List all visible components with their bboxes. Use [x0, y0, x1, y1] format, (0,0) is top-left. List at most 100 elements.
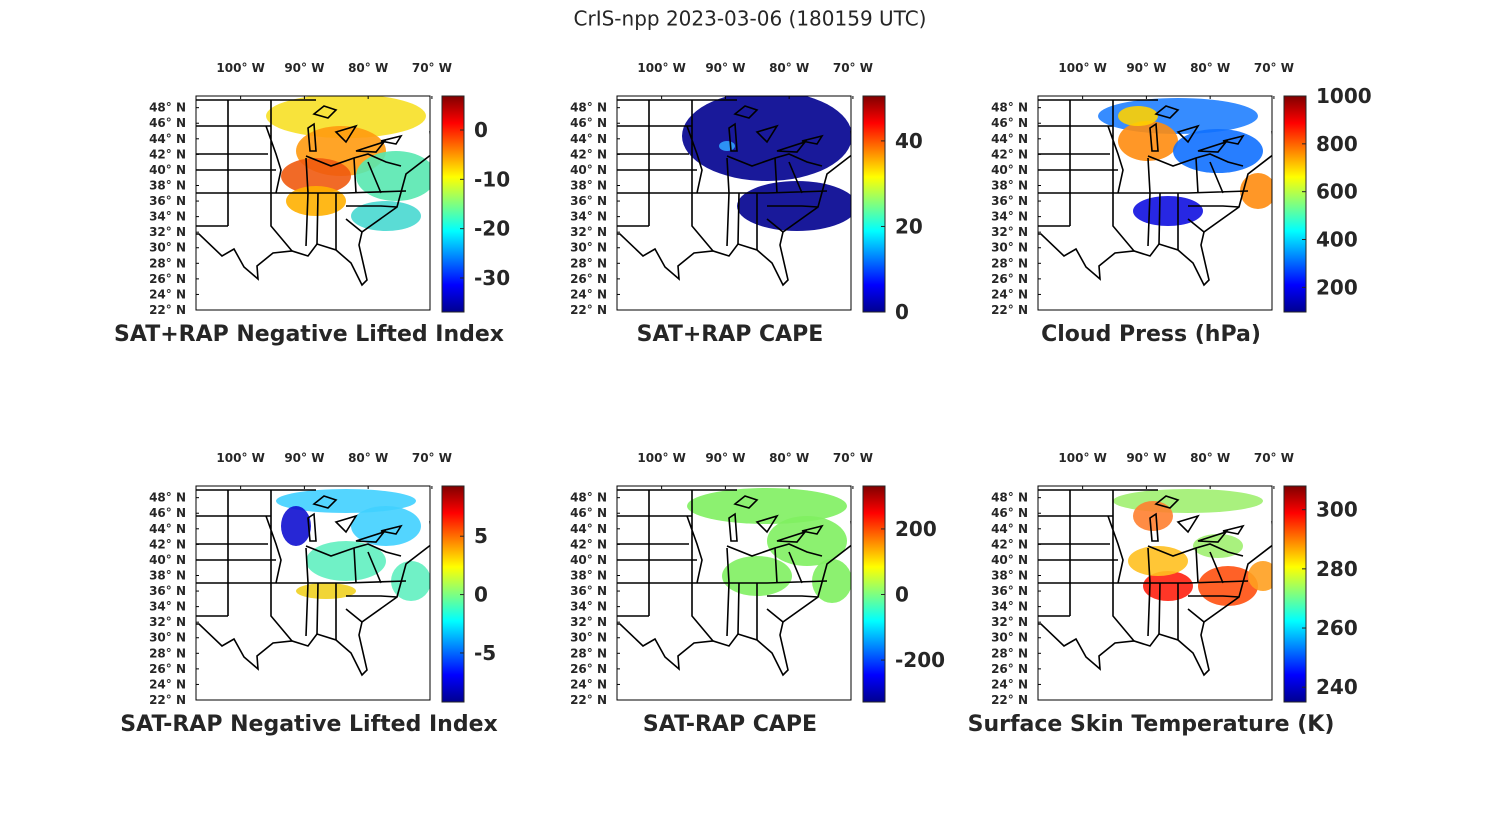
lon-tick-label: 100° W	[216, 61, 264, 75]
lon-tick-label: 100° W	[1058, 451, 1106, 465]
lat-tick-label: 26° N	[991, 272, 1028, 286]
lat-tick-label: 36° N	[991, 584, 1028, 598]
colorbar-tick-label: 0	[474, 118, 488, 142]
lon-tick-label: 90° W	[705, 451, 745, 465]
colorbar	[441, 485, 465, 703]
lat-tick-label: 32° N	[991, 615, 1028, 629]
lat-tick-label: 36° N	[991, 194, 1028, 208]
panel-title: SAT+RAP Negative Lifted Index	[114, 322, 504, 347]
lon-tick-label: 80° W	[348, 451, 388, 465]
lat-tick-label: 30° N	[570, 241, 607, 255]
map-frame	[1037, 485, 1273, 701]
lat-tick-label: 42° N	[570, 537, 607, 551]
lat-tick-label: 32° N	[570, 615, 607, 629]
lat-tick-label: 34° N	[991, 210, 1028, 224]
colorbar	[441, 95, 465, 313]
lat-tick-label: 44° N	[570, 522, 607, 536]
colorbar-tick-label: 0	[895, 582, 909, 606]
lon-tick-label: 90° W	[705, 61, 745, 75]
map-area	[1038, 489, 1272, 676]
panel-title: SAT+RAP CAPE	[637, 322, 824, 347]
map-panel: 100° W 90° W 80° W 70° W 48° N46° N 44° N42° …	[968, 451, 1358, 737]
lat-tick-label: 24° N	[570, 287, 607, 301]
lon-tick-label: 100° W	[637, 451, 685, 465]
data-swath	[266, 96, 426, 138]
lat-tick-label: 26° N	[149, 662, 186, 676]
colorbar-tick-label: -20	[474, 217, 510, 241]
lat-tick-label: 30° N	[149, 241, 186, 255]
lon-tick-label: 70° W	[1254, 61, 1294, 75]
map-panel: 100° W 90° W 80° W 70° W 48° N46° N 44° N42° …	[570, 451, 945, 737]
colorbar-tick-label: 260	[1316, 616, 1358, 640]
lat-tick-label: 30° N	[570, 631, 607, 645]
lat-tick-label: 28° N	[149, 646, 186, 660]
lon-tick-label: 80° W	[769, 451, 809, 465]
lat-tick-label: 44° N	[149, 132, 186, 146]
lon-tick-label: 70° W	[412, 61, 452, 75]
colorbar-tick-label: -30	[474, 266, 510, 290]
data-swath	[281, 506, 311, 546]
lat-tick-label: 46° N	[570, 116, 607, 130]
panel-title: Cloud Press (hPa)	[1041, 322, 1261, 347]
lat-tick-label: 24° N	[991, 677, 1028, 691]
lat-tick-label: 40° N	[991, 553, 1028, 567]
lat-tick-label: 42° N	[991, 537, 1028, 551]
colorbar	[862, 95, 886, 313]
lat-tick-label: 24° N	[991, 287, 1028, 301]
lat-tick-label: 40° N	[570, 163, 607, 177]
data-swath	[281, 158, 351, 194]
map-frame	[616, 95, 852, 311]
data-swath	[296, 583, 356, 599]
data-swath	[286, 186, 346, 216]
colorbar-tick-label: 280	[1316, 557, 1358, 581]
lat-tick-label: 28° N	[570, 256, 607, 270]
colorbar-tick-label: 20	[895, 214, 923, 238]
map-area	[196, 489, 430, 676]
map-frame	[195, 95, 431, 311]
map-panel: 100° W 90° W 80° W 70° W 48° N46° N 44° N42° …	[114, 61, 510, 347]
lat-tick-label: 30° N	[991, 631, 1028, 645]
lat-tick-label: 46° N	[149, 506, 186, 520]
colorbar-tick-label: -200	[895, 648, 945, 672]
lat-tick-label: 22° N	[570, 303, 607, 317]
lat-tick-label: 48° N	[149, 491, 186, 505]
lon-tick-label: 90° W	[1126, 61, 1166, 75]
lat-tick-label: 48° N	[570, 101, 607, 115]
colorbar	[1283, 485, 1307, 703]
data-swath	[767, 516, 847, 566]
data-swath	[719, 141, 735, 151]
lat-tick-label: 34° N	[149, 600, 186, 614]
lat-tick-label: 36° N	[570, 584, 607, 598]
lat-tick-label: 32° N	[149, 225, 186, 239]
lon-tick-label: 70° W	[412, 451, 452, 465]
map-area	[1038, 98, 1272, 286]
lat-tick-label: 38° N	[149, 178, 186, 192]
lat-tick-label: 28° N	[991, 256, 1028, 270]
lat-tick-label: 22° N	[991, 693, 1028, 707]
colorbar-tick-label: 800	[1316, 132, 1358, 156]
colorbar-tick-label: 600	[1316, 180, 1358, 204]
data-swath	[812, 559, 851, 603]
lat-tick-label: 34° N	[149, 210, 186, 224]
lat-tick-label: 36° N	[570, 194, 607, 208]
colorbar-tick-label: 0	[474, 583, 488, 607]
lat-tick-label: 30° N	[149, 631, 186, 645]
lat-tick-label: 48° N	[991, 101, 1028, 115]
lat-tick-label: 38° N	[570, 568, 607, 582]
lat-tick-label: 40° N	[991, 163, 1028, 177]
data-swath	[306, 541, 386, 581]
lat-tick-label: 26° N	[570, 272, 607, 286]
lat-tick-label: 24° N	[149, 677, 186, 691]
lat-tick-label: 34° N	[570, 210, 607, 224]
lat-tick-label: 44° N	[149, 522, 186, 536]
map-panel: 100° W 90° W 80° W 70° W 48° N46° N 44° N42° …	[570, 61, 923, 347]
lat-tick-label: 46° N	[991, 506, 1028, 520]
colorbar-tick-label: 5	[474, 524, 488, 548]
data-swath	[1118, 121, 1178, 161]
lon-tick-label: 90° W	[284, 451, 324, 465]
lat-tick-label: 22° N	[149, 693, 186, 707]
lat-tick-label: 42° N	[149, 147, 186, 161]
map-area	[617, 96, 851, 286]
lat-tick-label: 38° N	[570, 178, 607, 192]
lat-tick-label: 36° N	[149, 194, 186, 208]
